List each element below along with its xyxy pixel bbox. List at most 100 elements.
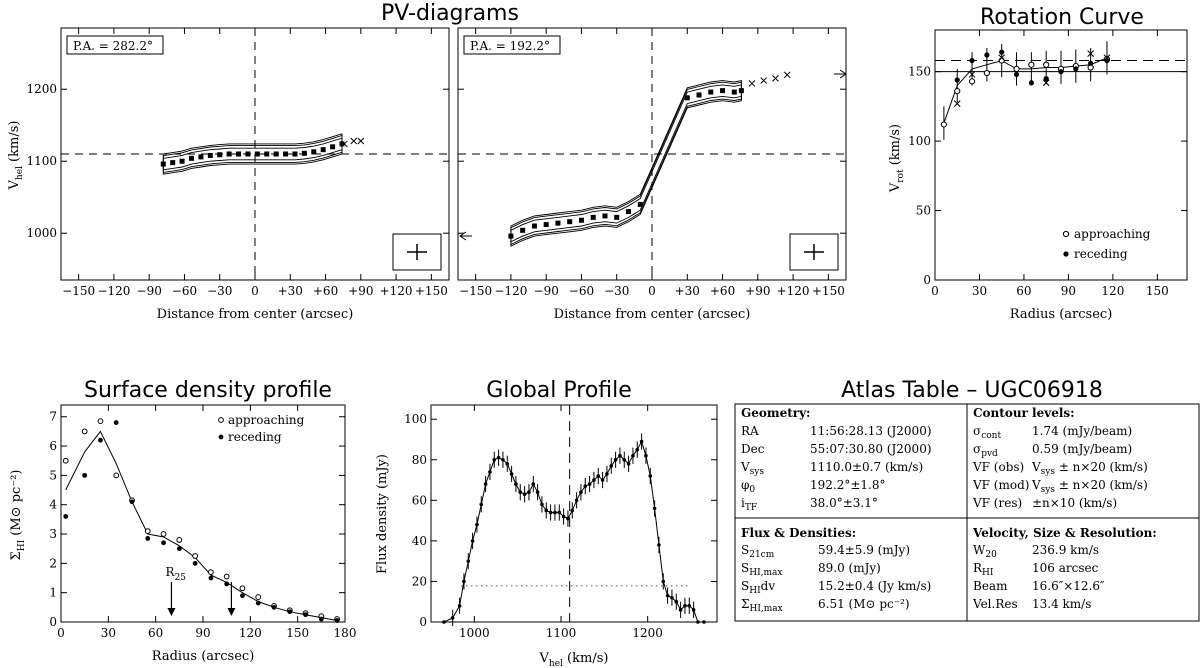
pv-point	[292, 151, 298, 157]
gp-point	[600, 478, 605, 482]
gp-point	[496, 455, 501, 460]
pv-point	[738, 88, 744, 94]
sd-approaching-point	[207, 569, 214, 576]
gp-point	[548, 510, 553, 515]
atlas-velocity-heading: Velocity, Size & Resolution:	[972, 526, 1157, 540]
gp-point	[553, 510, 557, 515]
pv-panel-1: −150 −120 −90 −60 −30 0 +30 +60 +90 +120 +150 1000 1…	[7, 27, 450, 322]
sd-receding-point	[271, 604, 277, 610]
pv-x-tick-label: −30	[207, 284, 232, 298]
sd-xlabel: Radius (arcsec)	[152, 649, 255, 664]
gp-point	[483, 482, 488, 486]
pa-box	[463, 35, 561, 55]
pv-point	[708, 89, 714, 95]
sd-receding-point	[176, 546, 182, 552]
gp-point	[561, 514, 566, 519]
rc-y-tick-label: 50	[916, 204, 931, 218]
rc-receding-point	[984, 52, 990, 58]
gp-point	[596, 474, 601, 478]
gp-point	[613, 457, 618, 462]
gp-point	[501, 457, 505, 462]
sd-approaching-point	[160, 531, 167, 537]
pv-point	[731, 89, 737, 95]
gp-title: Global Profile	[486, 378, 632, 403]
gp-point	[570, 508, 575, 513]
rc-curve	[943, 57, 1108, 124]
rc-x-tick-label: 60	[1016, 284, 1031, 298]
gp-point	[691, 608, 696, 612]
sd-receding-point	[98, 437, 103, 443]
contour	[162, 134, 343, 174]
pv-x-tick-label: −30	[604, 284, 629, 298]
gp-y-tick-label: 100	[404, 412, 427, 426]
pv-x-tick-label: 0	[251, 284, 259, 298]
sd-legend-open	[218, 417, 224, 423]
pv-cross	[760, 77, 768, 84]
gp-point	[574, 498, 579, 503]
atlas-flux-key: S21cm	[741, 543, 775, 560]
rc-y-tick-label: 100	[908, 134, 931, 148]
gp-point	[609, 464, 614, 468]
rc-approaching-point	[998, 57, 1005, 64]
pv-point	[567, 219, 573, 225]
gp-xlabel: Vhel (km/s)	[539, 651, 609, 668]
sd-arrow-head	[227, 608, 236, 616]
gp-y-tick-label: 80	[412, 453, 427, 467]
pv-x-tick-label: −120	[494, 284, 527, 298]
pv-point	[320, 147, 326, 153]
gp-point	[683, 603, 687, 608]
pv-point	[508, 233, 514, 239]
pv-x-tick-label: 0	[648, 284, 656, 298]
atlas-contours-heading: Contour levels:	[973, 406, 1075, 420]
gp-point	[702, 620, 706, 624]
rc-legend-receding: receding	[1074, 247, 1128, 261]
rc-approaching-point	[1043, 61, 1050, 68]
pv-point	[720, 88, 726, 94]
rc-x-tick-label: 30	[972, 284, 987, 298]
rc-receding-point	[1013, 71, 1020, 78]
atlas-contours-key: σcont	[973, 424, 1001, 441]
pv-x-tick-label: +150	[812, 284, 845, 298]
sd-y-tick-label: 6	[49, 439, 57, 453]
pv-x-tick-label: −150	[62, 284, 95, 298]
atlas-geometry-key: Dec	[741, 442, 765, 456]
pv-point	[264, 151, 270, 157]
atlas-contours-value: Vsys ± n×20 (km/s)	[1031, 460, 1148, 477]
sd-receding-point	[208, 575, 214, 581]
sd-approaching-point	[144, 528, 151, 534]
sd-receding-point	[82, 472, 88, 478]
gp-y-tick-label: 20	[412, 574, 427, 588]
gp-point	[450, 616, 455, 620]
gp-y-tick-label: 60	[412, 493, 427, 507]
gp-point	[665, 593, 670, 598]
sd-receding-point	[287, 609, 293, 615]
gp-point	[618, 453, 622, 458]
gp-point	[509, 472, 514, 476]
atlas-geometry-key: Vsys	[740, 460, 764, 477]
pv-x-tick-label: +90	[348, 284, 373, 298]
surface-density-panel: 0 30 60 90 120 150 180 0 1 2 3 4 5 6 7 R25 approaching re…	[9, 404, 356, 664]
atlas-contours-key: VF (res)	[972, 496, 1022, 510]
rc-ylabel: Vrot (km/s)	[888, 124, 906, 193]
rotation-curve-panel: 0 30 60 90 120 150 0 50 100 150 approaching recedin…	[888, 29, 1188, 322]
rc-receding-point	[969, 57, 975, 64]
gp-point	[592, 478, 596, 482]
pv-point	[637, 201, 643, 207]
sd-y-tick-label: 4	[49, 498, 57, 512]
sd-receding-point	[224, 581, 230, 587]
atlas-table: Geometry: RA 11:56:28.13 (J2000) Dec 55:07:3…	[734, 403, 1200, 622]
sd-receding-point	[255, 600, 261, 606]
gp-point	[466, 559, 471, 563]
atlas-flux-value: 15.2±0.4 (Jy km/s)	[818, 579, 931, 593]
pv-point	[531, 223, 537, 229]
gp-point	[514, 482, 518, 486]
sd-y-tick-label: 1	[49, 586, 57, 600]
gp-ylabel: Flux density (mJy)	[375, 454, 390, 574]
pv-point	[236, 151, 242, 157]
atlas-velocity-key: RHI	[973, 561, 994, 578]
pv-point	[684, 95, 690, 101]
contour	[510, 84, 742, 243]
atlas-contours-value: ±n×10 (km/s)	[1032, 496, 1117, 510]
rc-frame	[934, 29, 1188, 281]
